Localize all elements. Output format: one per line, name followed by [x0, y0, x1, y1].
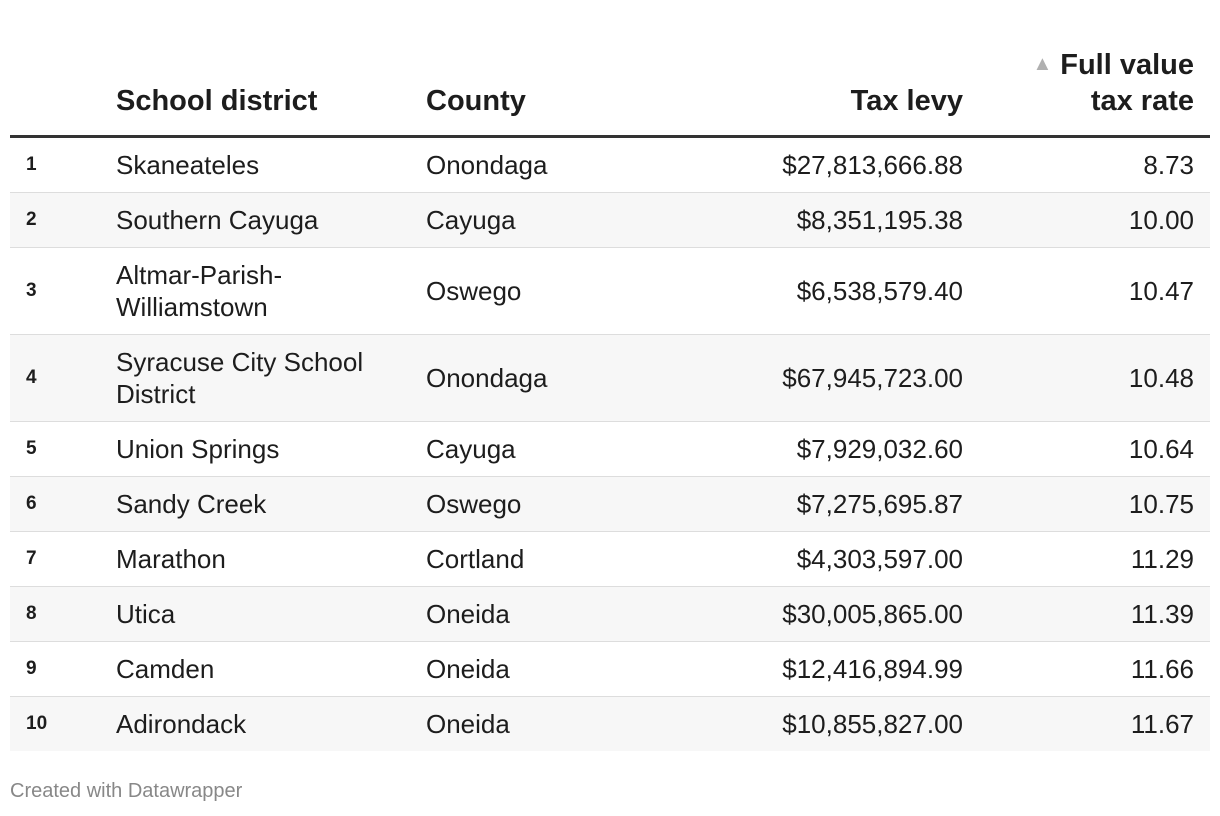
rank-cell: 6	[10, 476, 100, 532]
tax-rate-cell: 10.75	[979, 476, 1210, 532]
school-district-cell: Marathon	[100, 531, 410, 587]
school-district-cell: Camden	[100, 641, 410, 697]
table-row: 6 Sandy Creek Oswego $7,275,695.87 10.75	[10, 476, 1210, 532]
tax-levy-cell: $7,275,695.87	[650, 476, 979, 532]
table-row: 2 Southern Cayuga Cayuga $8,351,195.38 10.00	[10, 192, 1210, 248]
county-cell: Oneida	[410, 696, 650, 751]
rank-cell: 10	[10, 696, 100, 751]
tax-levy-cell: $6,538,579.40	[650, 247, 979, 335]
county-cell: Oswego	[410, 247, 650, 335]
table-row: 1 Skaneateles Onondaga $27,813,666.88 8.73	[10, 136, 1210, 193]
tax-rate-cell: 10.64	[979, 421, 1210, 477]
school-district-cell: Utica	[100, 586, 410, 642]
header-county[interactable]: County	[410, 40, 650, 138]
rank-cell: 2	[10, 192, 100, 248]
rank-cell: 8	[10, 586, 100, 642]
header-rate-line1: Full value	[1060, 49, 1194, 81]
tax-levy-cell: $4,303,597.00	[650, 531, 979, 587]
table-row: 9 Camden Oneida $12,416,894.99 11.66	[10, 641, 1210, 697]
rank-cell: 3	[10, 247, 100, 335]
tax-levy-cell: $27,813,666.88	[650, 136, 979, 193]
tax-rate-cell: 10.47	[979, 247, 1210, 335]
county-cell: Oneida	[410, 641, 650, 697]
rank-cell: 5	[10, 421, 100, 477]
table-row: 7 Marathon Cortland $4,303,597.00 11.29	[10, 531, 1210, 587]
header-full-value-tax-rate[interactable]: ▲ Full value tax rate	[979, 40, 1210, 138]
tax-rate-cell: 11.67	[979, 696, 1210, 751]
county-cell: Onondaga	[410, 334, 650, 422]
table-body: 1 Skaneateles Onondaga $27,813,666.88 8.73 2 S…	[10, 136, 1210, 751]
header-school-district[interactable]: School district	[100, 40, 410, 138]
table-row: 8 Utica Oneida $30,005,865.00 11.39	[10, 586, 1210, 642]
footer-credit: Created with Datawrapper	[10, 780, 243, 802]
tax-rate-cell: 11.29	[979, 531, 1210, 587]
school-district-cell: Skaneateles	[100, 136, 410, 193]
tax-rate-cell: 11.66	[979, 641, 1210, 697]
school-district-cell: Sandy Creek	[100, 476, 410, 532]
school-district-cell: Adirondack	[100, 696, 410, 751]
header-row: School district County Tax levy ▲ Full va…	[10, 40, 1210, 138]
tax-rate-cell: 10.48	[979, 334, 1210, 422]
county-cell: Cayuga	[410, 421, 650, 477]
school-district-cell: Union Springs	[100, 421, 410, 477]
table-row: 10 Adirondack Oneida $10,855,827.00 11.67	[10, 696, 1210, 751]
tax-levy-cell: $30,005,865.00	[650, 586, 979, 642]
tax-levy-cell: $67,945,723.00	[650, 334, 979, 422]
rank-cell: 1	[10, 136, 100, 193]
county-cell: Oneida	[410, 586, 650, 642]
school-district-cell: Altmar-Parish-Williamstown	[100, 247, 410, 335]
tax-rate-cell: 11.39	[979, 586, 1210, 642]
county-cell: Onondaga	[410, 136, 650, 193]
tax-rate-cell: 10.00	[979, 192, 1210, 248]
table-header: School district County Tax levy ▲ Full va…	[10, 40, 1210, 138]
table-row: 4 Syracuse City School District Onondaga $6…	[10, 334, 1210, 422]
rank-cell: 9	[10, 641, 100, 697]
school-district-cell: Southern Cayuga	[100, 192, 410, 248]
county-cell: Oswego	[410, 476, 650, 532]
tax-levy-cell: $7,929,032.60	[650, 421, 979, 477]
tax-rate-cell: 8.73	[979, 136, 1210, 193]
table-row: 3 Altmar-Parish-Williamstown Oswego $6,538,…	[10, 247, 1210, 335]
rank-cell: 4	[10, 334, 100, 422]
county-cell: Cortland	[410, 531, 650, 587]
school-district-cell: Syracuse City School District	[100, 334, 410, 422]
data-table-container: School district County Tax levy ▲ Full va…	[10, 40, 1210, 751]
sort-ascending-icon: ▲	[1032, 53, 1053, 75]
tax-levy-cell: $8,351,195.38	[650, 192, 979, 248]
tax-levy-cell: $10,855,827.00	[650, 696, 979, 751]
header-tax-levy[interactable]: Tax levy	[650, 40, 979, 138]
table-row: 5 Union Springs Cayuga $7,929,032.60 10.64	[10, 421, 1210, 477]
header-rate-line2: tax rate	[1090, 85, 1194, 117]
tax-rate-table: School district County Tax levy ▲ Full va…	[10, 40, 1210, 751]
header-rank	[10, 40, 100, 138]
tax-levy-cell: $12,416,894.99	[650, 641, 979, 697]
county-cell: Cayuga	[410, 192, 650, 248]
rank-cell: 7	[10, 531, 100, 587]
